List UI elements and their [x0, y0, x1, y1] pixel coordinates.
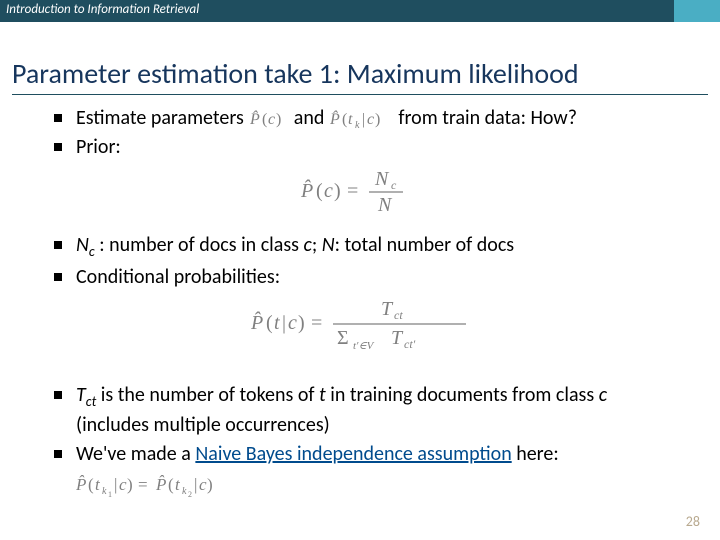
b4-text: Conditional probabilities: [76, 265, 280, 289]
formula-Ptkc-inline: P̂ ( t k | c ) [330, 108, 392, 130]
formula-cond: P̂ ( t | c ) = T ct Σ t′∈V T ct′ [54, 297, 678, 358]
svg-text:|: | [362, 111, 365, 128]
svg-text:k: k [355, 120, 360, 130]
svg-text:N: N [377, 194, 393, 216]
svg-text:t: t [274, 312, 280, 334]
svg-text:t: t [175, 475, 181, 494]
svg-text:P̂: P̂ [301, 179, 313, 202]
svg-text:): ) [276, 111, 281, 128]
svg-text:2: 2 [188, 490, 192, 498]
svg-text:ct: ct [394, 308, 403, 322]
b1-pre: Estimate parameters [76, 105, 244, 132]
svg-text:=: = [138, 475, 148, 494]
svg-text:c: c [324, 180, 333, 202]
svg-text:P̂: P̂ [330, 109, 340, 128]
svg-text:P̂: P̂ [251, 311, 263, 334]
svg-text:(: ( [168, 475, 174, 494]
svg-text:T: T [391, 327, 404, 349]
svg-text:k: k [182, 486, 187, 497]
svg-text:c: c [367, 111, 374, 128]
b2-text: Prior: [76, 135, 121, 159]
svg-text:(: ( [88, 475, 94, 494]
header-bar: Introduction to Information Retrieval [0, 0, 720, 22]
page-title: Parameter estimation take 1: Maximum lik… [12, 56, 708, 95]
svg-text:|: | [194, 475, 197, 494]
page-number: 28 [686, 513, 700, 530]
formula-prior: P̂ ( c ) = N c N [54, 167, 678, 222]
svg-text:|: | [282, 312, 286, 334]
svg-text:): ) [334, 180, 341, 202]
b3-N: N [76, 233, 89, 257]
b6-post: here: [512, 442, 559, 466]
formula-Pc-inline: P̂ ( c ) [250, 108, 288, 130]
svg-text:|: | [114, 475, 117, 494]
b5-sub: ct [86, 393, 97, 410]
b5-c: c [599, 383, 607, 407]
svg-text:): ) [207, 475, 213, 494]
svg-text:): ) [375, 111, 380, 128]
header-course-text: Introduction to Information Retrieval [6, 2, 199, 17]
naive-bayes-link[interactable]: Naive Bayes independence assumption [195, 442, 511, 466]
b5-post1: in training documents from class [326, 383, 599, 407]
svg-text:=: = [311, 312, 322, 334]
svg-text:c: c [199, 475, 207, 494]
b5-mid: is the number of tokens of [96, 383, 319, 407]
slide-content: Estimate parameters P̂ ( c ) and P̂ ( t … [0, 95, 720, 503]
svg-text:c: c [268, 111, 275, 128]
b3-post2: : total number of docs [335, 233, 515, 257]
svg-text:t: t [348, 111, 353, 128]
svg-text:k: k [102, 486, 107, 497]
svg-text:(: ( [262, 111, 267, 128]
svg-text:1: 1 [108, 490, 112, 498]
bullet-prior: Prior: [54, 134, 678, 161]
bullet-indep: We've made a Naive Bayes independence as… [54, 441, 678, 468]
b5-t: t [319, 383, 326, 407]
svg-text:ct′: ct′ [404, 337, 416, 351]
bullet-estimate: Estimate parameters P̂ ( c ) and P̂ ( t … [54, 105, 678, 132]
b3-Nvar: N [322, 233, 335, 257]
svg-text:c: c [288, 312, 297, 334]
svg-text:P̂: P̂ [250, 109, 260, 128]
svg-text:(: ( [316, 180, 323, 202]
svg-text:): ) [298, 312, 305, 334]
svg-text:(: ( [342, 111, 347, 128]
svg-text:P̂: P̂ [155, 475, 166, 494]
b1-post: from train data: How? [398, 105, 577, 132]
svg-text:N: N [374, 168, 390, 190]
b6-pre: We've made a [76, 442, 195, 466]
svg-text:): ) [127, 475, 133, 494]
b3-mid: : number of docs in class [95, 233, 304, 257]
svg-text:t′∈V: t′∈V [353, 340, 375, 352]
svg-text:t: t [95, 475, 101, 494]
b3-post1: ; [312, 233, 322, 257]
svg-text:T: T [381, 298, 394, 320]
svg-text:Σ: Σ [337, 327, 349, 349]
svg-text:=: = [347, 180, 358, 202]
svg-text:c: c [119, 475, 127, 494]
bullet-nc: Nc : number of docs in class c; N: total… [54, 232, 678, 262]
svg-text:c: c [391, 178, 397, 192]
b1-mid: and [294, 105, 325, 132]
formula-indep: P̂ ( t k 1 | c ) = P̂ ( t k 2 | c ) [54, 472, 678, 503]
b5-post2: (includes multiple occurrences) [76, 413, 330, 437]
svg-text:(: ( [266, 312, 273, 334]
bullet-cond: Conditional probabilities: [54, 264, 678, 291]
b5-T: T [76, 383, 86, 407]
b3-c: c [304, 233, 312, 257]
svg-text:P̂: P̂ [76, 475, 86, 494]
bullet-tct: Tct is the number of tokens of t in trai… [54, 382, 678, 439]
